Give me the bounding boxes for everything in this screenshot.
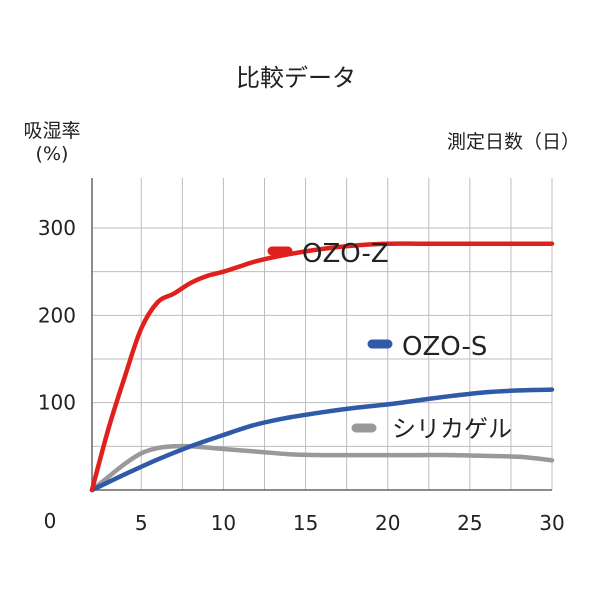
y-tick-labels: 100 200 300 (38, 216, 76, 415)
series-line-ozo-z (89, 241, 555, 493)
legend-ozo-z-label: OZO-Z (302, 239, 389, 269)
chart-title: 比較データ (236, 64, 356, 92)
x-tick-20: 20 (375, 511, 400, 535)
legend-ozo-s: OZO-S (367, 332, 487, 362)
gridlines (92, 178, 553, 490)
y-axis-unit: (%) (36, 143, 69, 165)
y-tick-300: 300 (38, 216, 76, 240)
x-tick-30: 30 (539, 511, 564, 535)
x-tick-15: 15 (293, 511, 318, 535)
series-lines (89, 241, 555, 493)
legend-silica-gel: シリカゲル (351, 415, 512, 443)
origin-tick-label: 0 (44, 509, 57, 533)
legend-silica-gel-label: シリカゲル (392, 415, 512, 443)
x-axis-label: 測定日数（日） (447, 131, 580, 153)
series-line-silica-gel (89, 443, 555, 493)
y-axis-label: 吸湿率 (23, 120, 80, 142)
x-tick-5: 5 (135, 511, 148, 535)
series-line-ozo-s (89, 387, 555, 493)
y-tick-100: 100 (38, 391, 76, 415)
legend-ozo-s-label: OZO-S (402, 332, 487, 362)
x-tick-10: 10 (211, 511, 236, 535)
legend-ozo-z: OZO-Z (267, 239, 389, 269)
y-tick-200: 200 (38, 303, 76, 327)
x-tick-labels: 5 10 15 20 25 30 (135, 511, 565, 535)
x-tick-25: 25 (457, 511, 482, 535)
